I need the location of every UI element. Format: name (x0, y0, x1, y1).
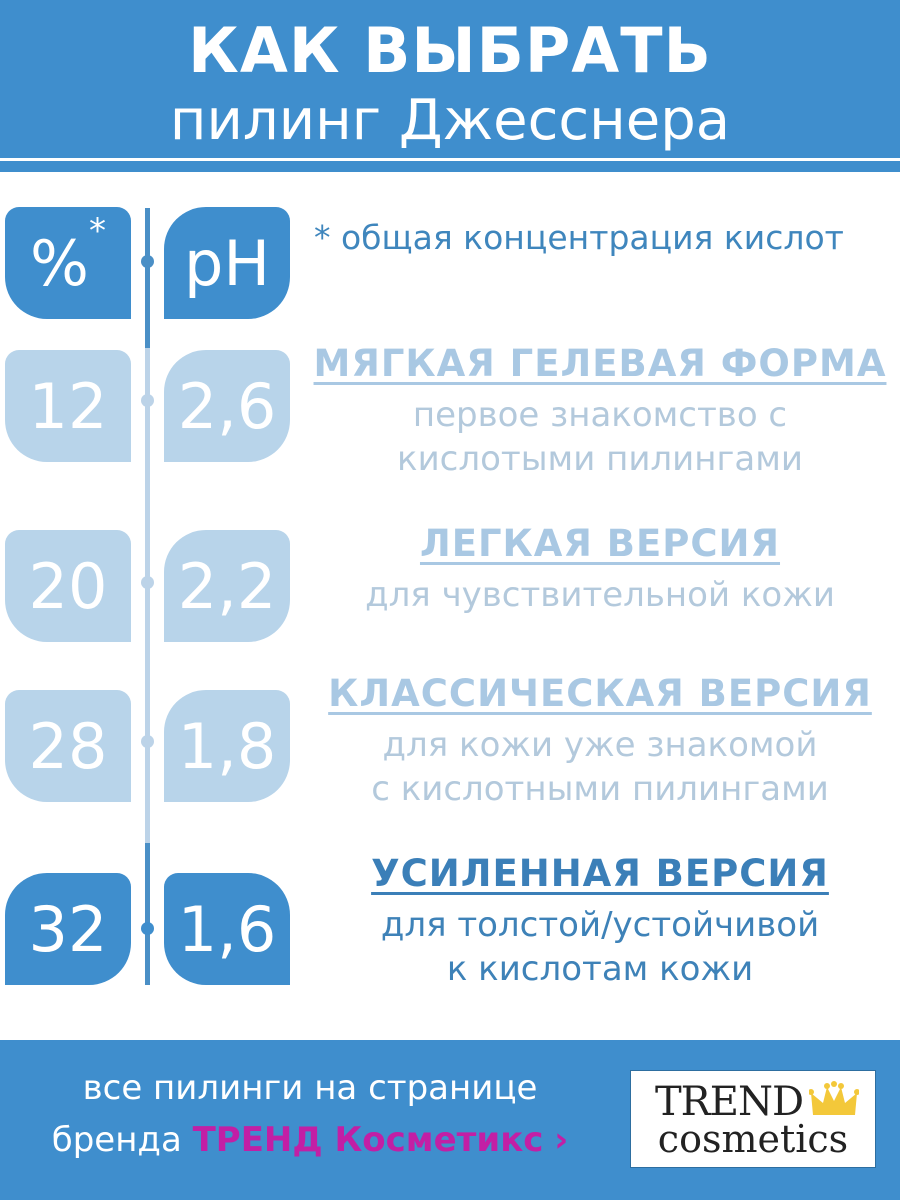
footer-line2-prefix: бренда (51, 1120, 193, 1160)
ph-value: 2,2 (164, 530, 290, 642)
timeline-line (145, 843, 150, 985)
timeline-dot (141, 255, 154, 268)
trend-cosmetics-logo: TREND cosmetics (630, 1070, 876, 1168)
timeline-dot (141, 576, 154, 589)
timeline-dot (141, 922, 154, 935)
product-title: ЛЕГКАЯ ВЕРСИЯ (419, 522, 781, 565)
product-desc: с кислотными пилингами (371, 769, 829, 809)
product-desc: для кожи уже знакомой (382, 725, 818, 765)
crown-icon (809, 1081, 859, 1115)
footnote: * общая концентрация кислот (314, 218, 844, 257)
product-title: КЛАССИЧЕСКАЯ ВЕРСИЯ (328, 672, 872, 715)
logo-word2: cosmetics (657, 1117, 849, 1161)
percent-label: % (30, 226, 89, 300)
percent-header: % * (5, 207, 131, 319)
percent-value: 12 (5, 350, 131, 462)
title-line2: пилинг Джесснера (169, 88, 731, 153)
product-title: МЯГКАЯ ГЕЛЕВАЯ ФОРМА (313, 342, 887, 385)
product-desc: к кислотам кожи (446, 949, 754, 989)
ph-header: pH (164, 207, 290, 319)
percent-value: 32 (5, 873, 131, 985)
brand-name[interactable]: ТРЕНД Косметикс (192, 1120, 544, 1160)
product-mild-gel: МЯГКАЯ ГЕЛЕВАЯ ФОРМА первое знакомство с… (300, 342, 900, 481)
chevron-right-icon[interactable]: › (554, 1120, 569, 1160)
percent-value: 20 (5, 530, 131, 642)
product-desc: для чувствительной кожи (365, 575, 835, 615)
asterisk: * (88, 211, 106, 251)
logo-word1: TREND (655, 1079, 804, 1125)
product-desc: кислотыми пилингами (397, 439, 803, 479)
percent-value: 28 (5, 690, 131, 802)
footer-banner: все пилинги на странице бренда ТРЕНД Кос… (0, 1040, 900, 1200)
header-banner: КАК ВЫБРАТЬ пилинг Джесснера (0, 0, 900, 172)
ph-value: 1,8 (164, 690, 290, 802)
timeline-dot (141, 394, 154, 407)
ph-label: pH (184, 226, 270, 300)
product-classic: КЛАССИЧЕСКАЯ ВЕРСИЯ для кожи уже знакомо… (300, 672, 900, 811)
timeline-dot (141, 735, 154, 748)
product-title: УСИЛЕННАЯ ВЕРСИЯ (371, 852, 829, 895)
title-line1: КАК ВЫБРАТЬ (188, 14, 712, 87)
footer-line1: все пилинги на странице (82, 1068, 538, 1108)
product-enhanced: УСИЛЕННАЯ ВЕРСИЯ для толстой/устойчивой … (300, 852, 900, 991)
brand-link[interactable]: бренда ТРЕНД Косметикс › (0, 1120, 620, 1160)
ph-value: 2,6 (164, 350, 290, 462)
ph-value: 1,6 (164, 873, 290, 985)
header-divider (0, 158, 900, 161)
timeline-line (145, 348, 150, 843)
product-light: ЛЕГКАЯ ВЕРСИЯ для чувствительной кожи (300, 522, 900, 617)
product-desc: первое знакомство с (412, 395, 788, 435)
timeline-line (145, 208, 150, 348)
product-desc: для толстой/устойчивой (380, 905, 820, 945)
